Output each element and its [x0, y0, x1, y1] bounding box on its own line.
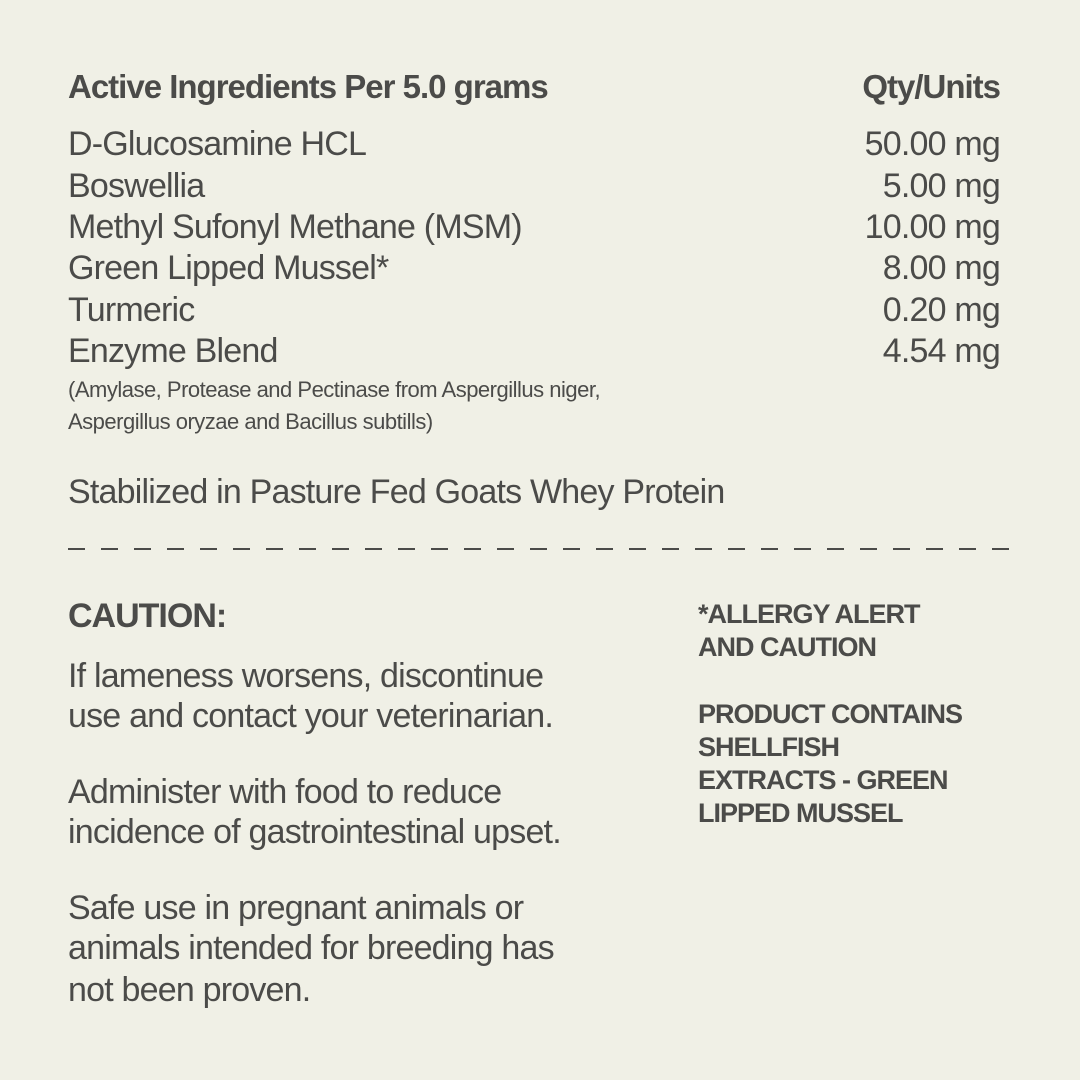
caution-title: CAUTION: [68, 597, 227, 635]
ingredient-row: Boswellia 5.00 mg [68, 166, 1001, 207]
base-statement: Stabilized in Pasture Fed Goats Whey Pro… [68, 473, 725, 511]
ingredient-qty: 10.00 mg [864, 208, 1001, 246]
allergy-text: PRODUCT CONTAINS [698, 699, 963, 729]
ingredient-qty: 5.00 mg [882, 167, 1001, 205]
ingredient-qty: 4.54 mg [882, 332, 1001, 370]
ingredient-qty: 0.20 mg [882, 291, 1001, 329]
allergy-text: SHELLFISH [698, 732, 840, 762]
ingredient-qty: 50.00 mg [864, 125, 1001, 163]
caution-text: not been proven. [68, 971, 311, 1009]
ingredient-name: Enzyme Blend [68, 332, 278, 370]
caution-text: use and contact your veterinarian. [68, 697, 554, 735]
allergy-text: EXTRACTS - GREEN [698, 765, 949, 795]
ingredient-row: Turmeric 0.20 mg [68, 290, 1001, 331]
ingredient-name: Boswellia [68, 167, 205, 205]
qty-header: Qty/Units [862, 68, 1001, 105]
allergy-title: *ALLERGY ALERT [698, 599, 921, 629]
ingredient-name: Methyl Sufonyl Methane (MSM) [68, 208, 523, 246]
allergy-title: AND CAUTION [698, 632, 877, 662]
dashed-divider [68, 548, 1018, 550]
ingredient-name: Green Lipped Mussel* [68, 249, 389, 287]
caution-text: animals intended for breeding has [68, 929, 555, 967]
ingredient-qty: 8.00 mg [882, 249, 1001, 287]
ingredient-name: Turmeric [68, 291, 195, 329]
caution-text: Safe use in pregnant animals or [68, 889, 524, 927]
enzyme-note: Aspergillus oryzae and Bacillus subtills… [68, 409, 433, 434]
caution-text: Administer with food to reduce [68, 773, 502, 811]
ingredient-row: D-Glucosamine HCL 50.00 mg [68, 124, 1001, 165]
ingredient-row: Methyl Sufonyl Methane (MSM) 10.00 mg [68, 207, 1001, 248]
caution-text: incidence of gastrointestinal upset. [68, 813, 562, 851]
caution-text: If lameness worsens, discontinue [68, 657, 544, 695]
ingredients-header: Active Ingredients Per 5.0 grams [68, 68, 549, 105]
ingredient-name: D-Glucosamine HCL [68, 125, 367, 163]
enzyme-note: (Amylase, Protease and Pectinase from As… [68, 377, 601, 402]
ingredient-row: Enzyme Blend 4.54 mg [68, 331, 1001, 372]
allergy-text: LIPPED MUSSEL [698, 798, 904, 828]
ingredient-row: Green Lipped Mussel* 8.00 mg [68, 248, 1001, 289]
